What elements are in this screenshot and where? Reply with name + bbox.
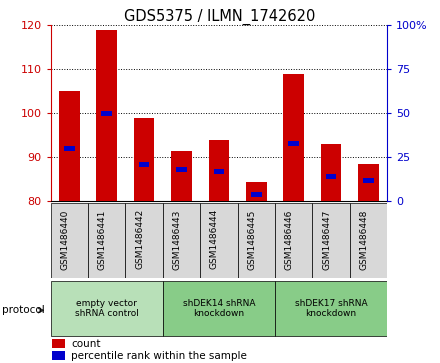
- Bar: [200, 203, 238, 278]
- Bar: [176, 167, 187, 172]
- Bar: [209, 140, 229, 201]
- Bar: [321, 144, 341, 201]
- Bar: [139, 162, 149, 167]
- Bar: [171, 151, 192, 201]
- Text: empty vector
shRNA control: empty vector shRNA control: [75, 299, 139, 318]
- Bar: [214, 169, 224, 174]
- Text: GSM1486442: GSM1486442: [135, 209, 144, 269]
- Text: shDEK17 shRNA
knockdown: shDEK17 shRNA knockdown: [295, 299, 367, 318]
- Bar: [283, 74, 304, 201]
- Bar: [163, 281, 275, 337]
- Bar: [312, 203, 350, 278]
- Bar: [275, 281, 387, 337]
- Bar: [96, 30, 117, 201]
- Text: GDS5375 / ILMN_1742620: GDS5375 / ILMN_1742620: [125, 9, 315, 25]
- Text: count: count: [71, 339, 101, 349]
- Bar: [275, 203, 312, 278]
- Bar: [289, 141, 299, 146]
- Bar: [358, 164, 379, 201]
- Text: GSM1486447: GSM1486447: [322, 209, 331, 270]
- Bar: [350, 203, 387, 278]
- Bar: [251, 192, 261, 197]
- Bar: [88, 203, 125, 278]
- Bar: [102, 111, 112, 116]
- Bar: [59, 91, 80, 201]
- Bar: [363, 178, 374, 183]
- Bar: [326, 174, 336, 179]
- Text: GSM1486445: GSM1486445: [247, 209, 256, 270]
- Text: GSM1486444: GSM1486444: [210, 209, 219, 269]
- Bar: [163, 203, 200, 278]
- Text: shDEK14 shRNA
knockdown: shDEK14 shRNA knockdown: [183, 299, 255, 318]
- Bar: [52, 351, 65, 360]
- Bar: [64, 146, 74, 151]
- Text: GSM1486448: GSM1486448: [359, 209, 368, 270]
- Text: protocol: protocol: [2, 305, 45, 315]
- Text: GSM1486446: GSM1486446: [285, 209, 294, 270]
- Bar: [238, 203, 275, 278]
- Bar: [51, 281, 163, 337]
- Bar: [52, 339, 65, 348]
- Text: percentile rank within the sample: percentile rank within the sample: [71, 351, 247, 360]
- Text: GSM1486441: GSM1486441: [98, 209, 107, 270]
- Text: GSM1486440: GSM1486440: [60, 209, 70, 270]
- Bar: [51, 203, 88, 278]
- Text: GSM1486443: GSM1486443: [172, 209, 181, 270]
- Bar: [134, 118, 154, 201]
- Bar: [246, 182, 267, 201]
- Bar: [125, 203, 163, 278]
